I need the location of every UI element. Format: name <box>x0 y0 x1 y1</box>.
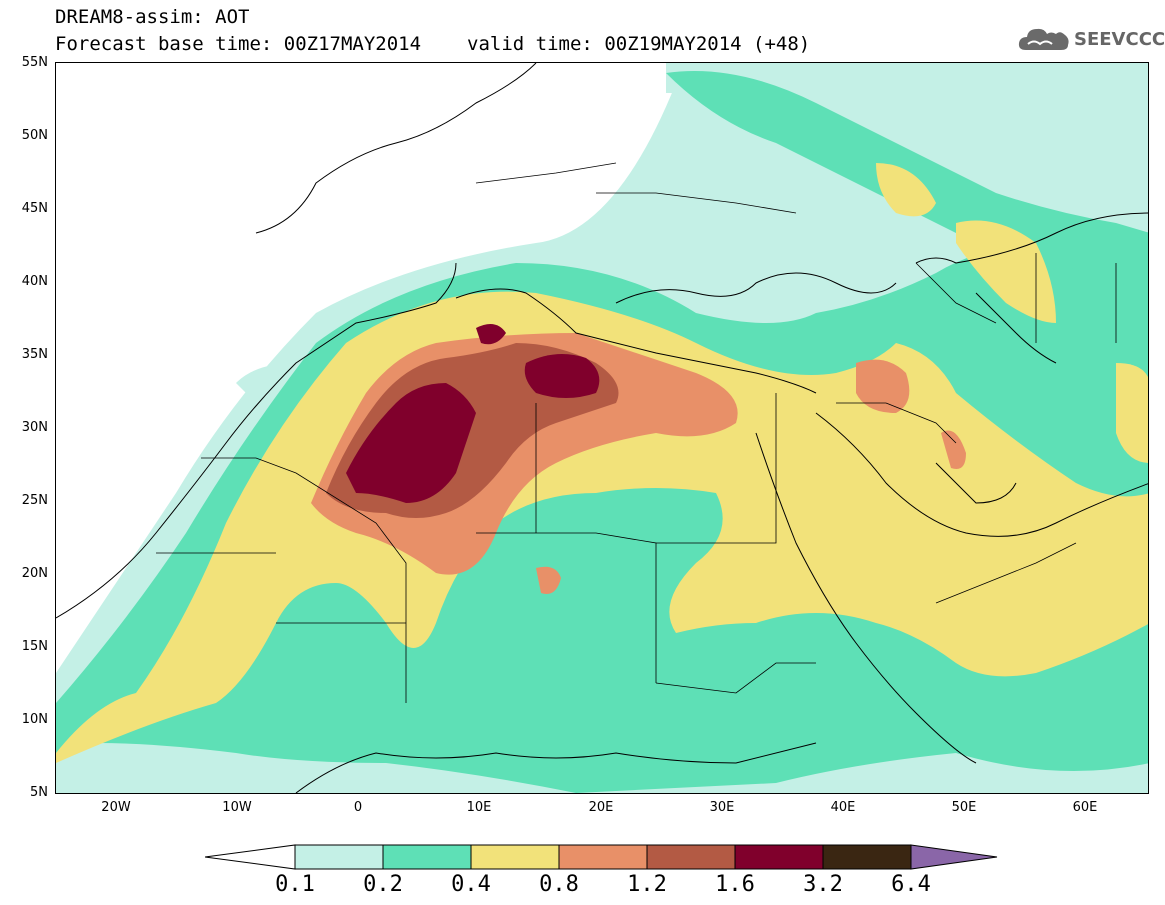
colorbar-label-0.1: 0.1 <box>275 872 315 897</box>
colorbar-swatch-1.6 <box>734 844 824 870</box>
cloud-icon <box>1018 28 1069 50</box>
lon-label-0: 0 <box>353 800 363 815</box>
colorbar <box>205 844 998 870</box>
colorbar-label-3.2: 3.2 <box>803 872 843 897</box>
lat-label-45n: 45N <box>21 201 48 216</box>
lon-label-20e: 20E <box>588 800 614 815</box>
map-title: DREAM8-assim: AOT <box>55 6 250 28</box>
lat-label-15n: 15N <box>21 639 48 654</box>
lat-label-55n: 55N <box>21 55 48 70</box>
colorbar-above-arrow <box>910 844 998 870</box>
coastlines <box>56 63 1148 793</box>
lon-label-50e: 50E <box>951 800 977 815</box>
colorbar-label-1.6: 1.6 <box>715 872 755 897</box>
lat-label-25n: 25N <box>21 493 48 508</box>
lat-label-35n: 35N <box>21 347 48 362</box>
base-time: Forecast base time: 00Z17MAY2014 <box>55 33 422 55</box>
colorbar-label-0.2: 0.2 <box>363 872 403 897</box>
valid-time: valid time: 00Z19MAY2014 (+48) <box>467 33 811 55</box>
forecast-times: Forecast base time: 00Z17MAY2014 valid ti… <box>55 33 810 55</box>
lon-label-10e: 10E <box>466 800 492 815</box>
colorbar-label-6.4: 6.4 <box>891 872 931 897</box>
lat-label-20n: 20N <box>21 566 48 581</box>
colorbar-label-0.8: 0.8 <box>539 872 579 897</box>
country-borders <box>156 162 1117 703</box>
colorbar-swatch-0.8 <box>558 844 648 870</box>
lon-label-10w: 10W <box>222 800 252 815</box>
aot-map <box>55 62 1149 794</box>
lon-label-60e: 60E <box>1072 800 1098 815</box>
colorbar-swatch-3.2 <box>822 844 912 870</box>
lat-label-10n: 10N <box>21 712 48 727</box>
lat-label-5n: 5N <box>30 785 48 800</box>
colorbar-label-0.4: 0.4 <box>451 872 491 897</box>
lon-label-30e: 30E <box>709 800 735 815</box>
colorbar-label-1.2: 1.2 <box>627 872 667 897</box>
colorbar-swatch-1.2 <box>646 844 736 870</box>
lat-label-30n: 30N <box>21 420 48 435</box>
logo-text: SEEVCCC <box>1074 28 1165 50</box>
lat-label-50n: 50N <box>21 128 48 143</box>
colorbar-swatch-0.2 <box>382 844 472 870</box>
colorbar-swatch-0.1 <box>294 844 384 870</box>
lon-label-40e: 40E <box>830 800 856 815</box>
aot-field <box>56 63 1148 793</box>
aot-shade-1.6 <box>346 324 600 503</box>
colorbar-below-arrow <box>205 844 296 870</box>
colorbar-swatch-0.4 <box>470 844 560 870</box>
lat-label-40n: 40N <box>21 274 48 289</box>
lon-label-20w: 20W <box>101 800 131 815</box>
seevccc-logo: SEEVCCC <box>1018 26 1165 52</box>
